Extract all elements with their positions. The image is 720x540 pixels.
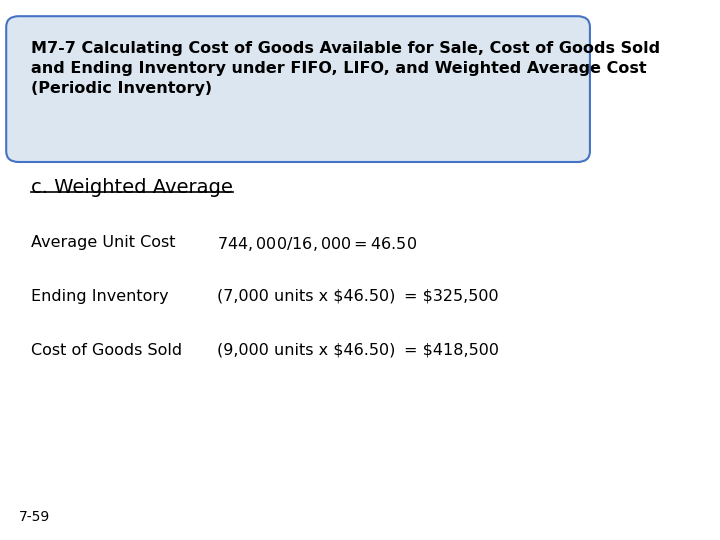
Text: = $418,500: = $418,500 <box>404 343 499 358</box>
Text: Average Unit Cost: Average Unit Cost <box>31 235 176 250</box>
Text: 7-59: 7-59 <box>19 510 50 524</box>
Text: c. Weighted Average: c. Weighted Average <box>31 178 233 197</box>
Text: M7-7 Calculating Cost of Goods Available for Sale, Cost of Goods Sold
and Ending: M7-7 Calculating Cost of Goods Available… <box>31 40 660 96</box>
FancyBboxPatch shape <box>0 0 627 540</box>
Text: = $325,500: = $325,500 <box>404 289 498 304</box>
Text: Cost of Goods Sold: Cost of Goods Sold <box>31 343 182 358</box>
Text: (9,000 units x $46.50): (9,000 units x $46.50) <box>217 343 396 358</box>
Text: $744,000 / 16,000 = $46.50: $744,000 / 16,000 = $46.50 <box>217 235 418 253</box>
Text: Ending Inventory: Ending Inventory <box>31 289 168 304</box>
FancyBboxPatch shape <box>6 16 590 162</box>
Text: (7,000 units x $46.50): (7,000 units x $46.50) <box>217 289 396 304</box>
